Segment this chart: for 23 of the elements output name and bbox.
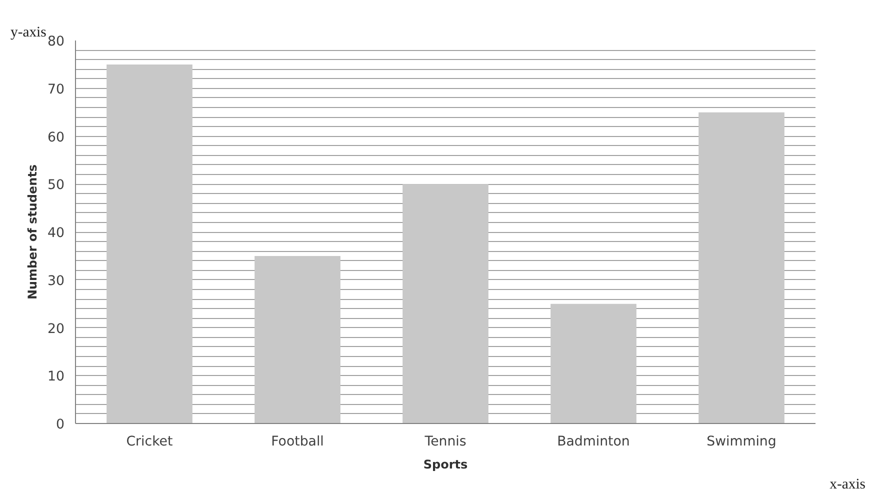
y-tick-label: 70 (48, 82, 65, 98)
y-tick-label: 60 (48, 130, 65, 146)
text: y-axis (10, 24, 47, 40)
y-tick-label: 20 (48, 322, 65, 337)
bar (254, 256, 340, 424)
x-tick-label: Cricket (126, 434, 173, 450)
x-axis-title: Sports (423, 458, 468, 472)
bar (402, 184, 488, 424)
x-tick-label: Football (271, 434, 324, 450)
bar (550, 304, 636, 424)
bar (698, 112, 784, 424)
y-tick-label: 0 (56, 418, 65, 432)
y-tick-label: 30 (48, 274, 65, 289)
x-tick-label: Badminton (557, 434, 630, 450)
y-tick-label: 10 (48, 370, 65, 385)
y-axis-title: Number of students (26, 164, 40, 300)
bar (106, 64, 192, 424)
x-tick-label: Tennis (424, 434, 466, 450)
y-tick-label: 40 (48, 226, 65, 241)
y-tick-label: 50 (48, 178, 65, 194)
x-tick-label: Swimming (706, 434, 776, 450)
text: x-axis (830, 476, 866, 492)
y-tick-label: 80 (48, 34, 65, 50)
